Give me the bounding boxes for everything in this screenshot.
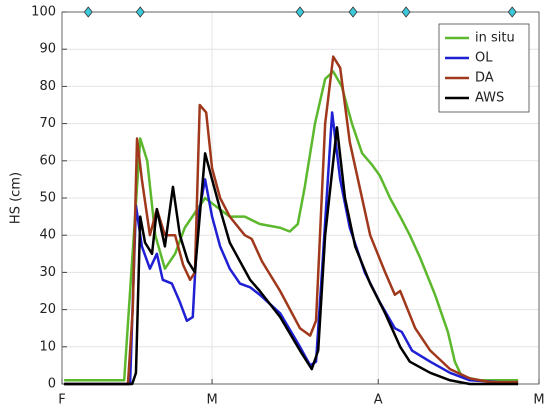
marker [348,6,358,18]
marker [401,6,411,18]
legend-label: AWS [475,91,504,106]
y-tick-label: 40 [39,228,56,243]
y-tick-label: 30 [39,265,56,280]
y-tick-label: 50 [39,191,56,206]
x-tick-label: A [374,393,383,408]
legend-label: in situ [475,31,515,46]
legend-label: OL [475,51,493,66]
series-line [64,70,519,382]
y-tick-label: 0 [48,377,56,392]
marker [507,6,517,18]
marker [83,6,93,18]
marker [295,6,305,18]
y-tick-label: 60 [39,153,56,168]
y-tick-label: 100 [31,5,56,20]
series-line [64,111,519,386]
y-tick-label: 10 [39,339,56,354]
legend-label: DA [475,71,494,86]
x-tick-label: M [533,393,544,408]
y-tick-label: 80 [39,79,56,94]
series-line [64,126,519,386]
x-tick-label: M [206,393,217,408]
y-axis-label: HS (cm) [9,172,24,224]
y-tick-label: 70 [39,116,56,131]
y-tick-label: 20 [39,302,56,317]
y-tick-label: 90 [39,42,56,57]
x-tick-label: F [58,393,65,408]
marker [135,6,145,18]
